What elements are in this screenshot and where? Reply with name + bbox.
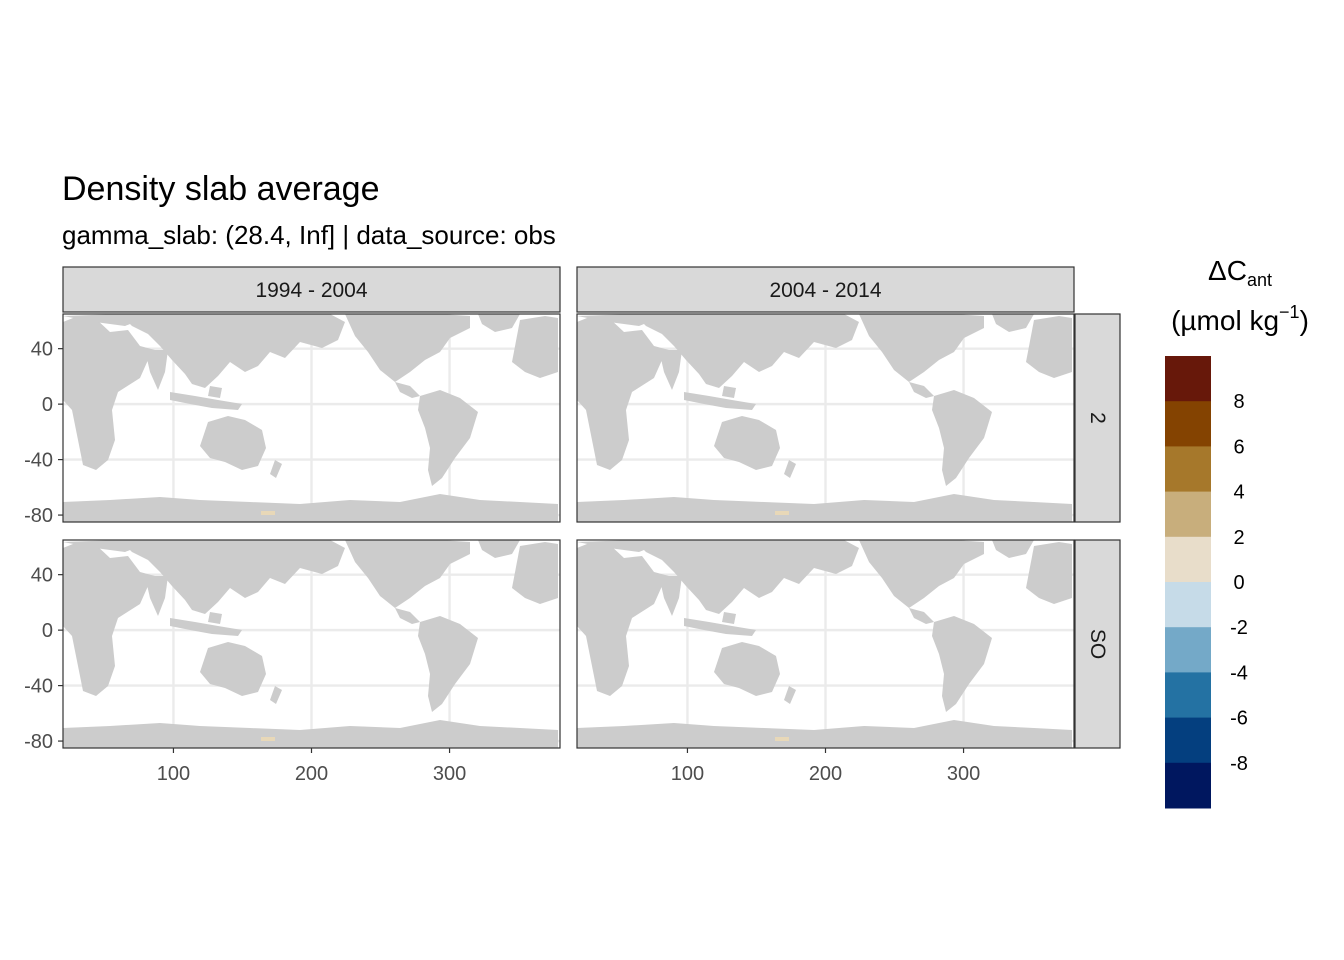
facet-strip-label: 2	[1086, 412, 1109, 424]
legend-color-bin	[1165, 672, 1211, 719]
y-tick-label: 0	[42, 620, 53, 642]
facet-strip-label: 2004 - 2014	[769, 279, 881, 302]
panel-border	[576, 313, 1075, 523]
legend-break-label: -2	[1230, 617, 1248, 639]
data-cell	[261, 737, 275, 741]
x-tick-label: 300	[433, 763, 466, 785]
legend-break-label: 2	[1233, 527, 1244, 549]
facet-strip-row-2: SO	[1074, 539, 1121, 749]
facet-strip-label: 1994 - 2004	[255, 279, 367, 302]
legend-color-bin	[1165, 491, 1211, 538]
facet-strip-col-1: 1994 - 2004	[62, 266, 561, 313]
legend-break-label: 8	[1233, 391, 1244, 413]
y-tick-label: -80	[24, 505, 53, 527]
legend-break-label: -4	[1230, 662, 1248, 684]
facet-strip-row-1: 2	[1074, 313, 1121, 523]
legend: ΔCant (µmol kg−1) 8 6 4 2 0 -2 -4 -6 -8	[1165, 255, 1309, 809]
legend-break-label: -6	[1230, 708, 1248, 730]
legend-unit: (µmol kg−1)	[1171, 302, 1309, 336]
x-tick-label: 300	[947, 763, 980, 785]
legend-break-label: 6	[1233, 436, 1244, 458]
legend-color-bin	[1165, 582, 1211, 628]
legend-title: ΔCant	[1208, 255, 1272, 290]
chart-title: Density slab average	[62, 170, 380, 208]
legend-color-bin	[1165, 446, 1211, 493]
chart-subtitle: gamma_slab: (28.4, Inf] | data_source: o…	[62, 220, 556, 250]
x-tick-label: 100	[671, 763, 704, 785]
map-panel-r1-c2	[576, 313, 1075, 523]
legend-color-bin	[1165, 627, 1211, 673]
legend-color-bin	[1165, 401, 1211, 447]
x-tick-label: 200	[809, 763, 842, 785]
y-tick-label: 40	[31, 339, 53, 361]
legend-break-label: -8	[1230, 753, 1248, 775]
y-tick-label: 0	[42, 394, 53, 416]
legend-color-bin	[1165, 356, 1211, 402]
map-panel-r2-c1: 40 0 -40 -80 100 200 300	[24, 539, 561, 785]
data-cell	[261, 511, 275, 515]
facet-strip-col-2: 2004 - 2014	[576, 266, 1075, 313]
facet-strip-label: SO	[1086, 629, 1109, 659]
data-cell	[775, 511, 789, 515]
y-tick-label: 40	[31, 565, 53, 587]
y-tick-label: -80	[24, 731, 53, 753]
data-cell	[775, 737, 789, 741]
legend-color-bin	[1165, 717, 1211, 764]
legend-color-bin	[1165, 536, 1211, 583]
legend-color-bin	[1165, 762, 1211, 809]
y-tick-label: -40	[24, 676, 53, 698]
x-tick-label: 100	[157, 763, 190, 785]
x-tick-label: 200	[295, 763, 328, 785]
map-panel-r1-c1: 40 0 -40 -80	[24, 313, 561, 527]
map-panel-r2-c2: 100 200 300	[576, 539, 1075, 785]
y-tick-label: -40	[24, 450, 53, 472]
panel-border	[62, 313, 561, 523]
legend-break-label: 4	[1233, 482, 1244, 504]
legend-break-label: 0	[1233, 572, 1244, 594]
